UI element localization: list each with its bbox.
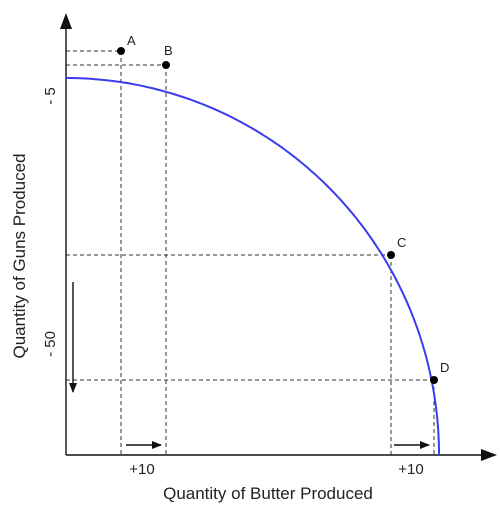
point-label-c: C [397, 235, 406, 250]
ppf-curve [66, 77, 440, 455]
point-d [430, 376, 438, 384]
y-annotation-large: - 50 [42, 331, 59, 357]
x-annotation-right: +10 [398, 461, 423, 478]
point-label-b: B [164, 43, 173, 58]
x-annotation-left: +10 [129, 461, 154, 478]
y-annotation-small: - 5 [42, 87, 59, 105]
y-axis-arrow-icon [60, 13, 72, 29]
y-axis-title: Quantity of Guns Produced [10, 153, 29, 358]
point-c [387, 251, 395, 259]
text-labels: - 5 - 50 +10 +10 Quantity of Butter Prod… [10, 87, 424, 503]
point-b [162, 61, 170, 69]
point-label-a: A [127, 33, 136, 48]
axes [60, 13, 497, 461]
guide-lines [66, 50, 435, 455]
shift-arrows [69, 282, 430, 449]
x-axis-arrow-icon [481, 449, 497, 461]
x-axis-title: Quantity of Butter Produced [163, 484, 373, 503]
point-label-d: D [440, 360, 449, 375]
point-a [117, 47, 125, 55]
data-points: A B C D [117, 33, 449, 384]
